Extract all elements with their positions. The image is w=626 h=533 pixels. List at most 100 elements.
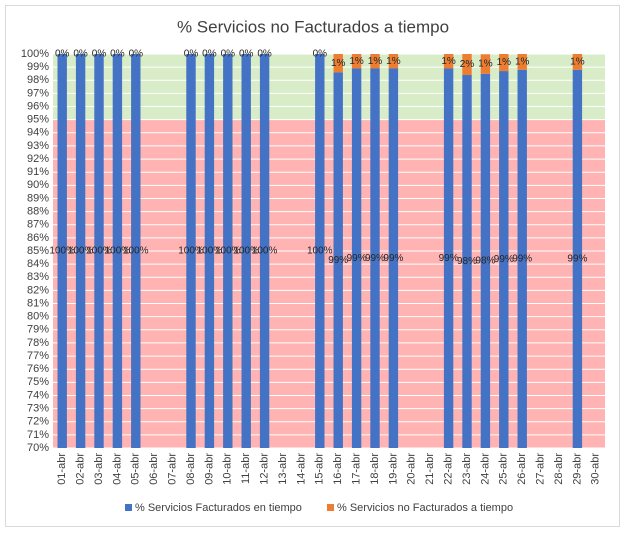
data-label: 100% (233, 246, 259, 257)
y-tick-label: 72% (27, 416, 49, 428)
data-label: 1% (497, 57, 512, 68)
x-tick-label: 26-abr (516, 453, 528, 485)
x-tick-label: 22-abr (443, 453, 455, 485)
data-label: 1% (386, 56, 401, 67)
bar-segment (462, 54, 472, 76)
data-label: 100% (178, 246, 204, 257)
x-tick-label: 13-abr (277, 453, 289, 485)
x-tick-label: 07-abr (167, 453, 179, 485)
data-label: 99% (383, 253, 403, 264)
data-label: 0% (239, 49, 254, 60)
x-tick-label: 23-abr (461, 453, 473, 485)
threshold-band (53, 119, 605, 449)
x-tick-label: 14-abr (295, 453, 307, 485)
y-tick-label: 94% (27, 127, 49, 139)
bar-segment (351, 54, 362, 69)
data-label: 99% (347, 253, 367, 264)
bar-segment (388, 68, 399, 449)
data-label: 99% (494, 254, 514, 265)
chart-title: % Servicios no Facturados a tiempo (177, 17, 449, 36)
y-tick-label: 83% (27, 271, 49, 283)
bar-segment (204, 54, 215, 448)
data-label: 99% (328, 255, 348, 266)
y-tick-label: 87% (27, 219, 49, 231)
y-tick-label: 74% (27, 389, 49, 401)
y-tick-label: 92% (27, 153, 49, 165)
y-tick-label: 73% (27, 403, 49, 415)
data-label: 99% (365, 253, 385, 264)
x-tick-label: 01-abr (56, 453, 68, 485)
data-label: 0% (257, 49, 272, 60)
y-tick-label: 78% (27, 337, 49, 349)
x-tick-label: 05-abr (130, 453, 142, 485)
y-tick-label: 75% (27, 376, 49, 388)
y-tick-label: 88% (27, 206, 49, 218)
bar-segment (241, 54, 251, 448)
data-label: 1% (515, 57, 530, 68)
bar-segment (259, 54, 270, 448)
data-label: 100% (252, 246, 278, 257)
x-tick-label: 06-abr (148, 453, 160, 485)
threshold-band (53, 54, 605, 120)
x-tick-label: 19-abr (387, 453, 399, 485)
bar-segment (572, 54, 583, 70)
x-tick-label: 20-abr (406, 453, 418, 485)
data-label: 100% (215, 246, 241, 257)
bar-segment (333, 72, 343, 449)
x-tick-label: 29-abr (571, 453, 583, 485)
bar-segment (480, 54, 491, 74)
bar-segment (351, 68, 362, 449)
data-label: 100% (197, 246, 223, 257)
y-tick-label: 91% (27, 166, 49, 178)
x-tick-label: 28-abr (553, 453, 565, 485)
bar-segment (517, 69, 527, 448)
data-label: 0% (92, 49, 107, 60)
data-label: 100% (68, 246, 94, 257)
data-label: 0% (73, 49, 88, 60)
y-tick-label: 84% (27, 258, 49, 270)
bar-segment (462, 75, 472, 448)
data-label: 98% (457, 256, 477, 267)
bar-segment (370, 54, 380, 69)
y-tick-label: 77% (27, 350, 49, 362)
x-tick-label: 21-abr (424, 453, 436, 485)
y-tick-label: 80% (27, 311, 49, 323)
bar-segment (57, 54, 67, 448)
legend-label: % Servicios no Facturados a tiempo (337, 502, 513, 514)
data-label: 0% (129, 49, 144, 60)
y-tick-label: 70% (27, 442, 49, 454)
data-label: 0% (110, 49, 125, 60)
data-label: 99% (512, 254, 532, 265)
bar-segment (572, 69, 583, 448)
data-label: 0% (313, 49, 328, 60)
y-tick-label: 82% (27, 284, 49, 296)
x-tick-label: 30-abr (590, 453, 602, 485)
bar-segment (517, 54, 527, 70)
bar-segment (131, 54, 141, 448)
y-tick-label: 96% (27, 100, 49, 112)
x-tick-label: 25-abr (498, 453, 510, 485)
y-tick-label: 86% (27, 232, 49, 244)
x-tick-label: 27-abr (535, 453, 547, 485)
y-tick-label: 99% (27, 61, 49, 73)
y-tick-label: 95% (27, 114, 49, 126)
data-label: 0% (184, 49, 199, 60)
data-label: 1% (368, 56, 383, 67)
data-label: 100% (86, 246, 112, 257)
data-label: 100% (123, 246, 149, 257)
data-label: 1% (349, 56, 364, 67)
data-label: 1% (570, 57, 585, 68)
data-label: 0% (221, 49, 236, 60)
legend-label: % Servicios Facturados en tiempo (135, 502, 302, 514)
data-label: 99% (439, 253, 459, 264)
x-tick-label: 24-abr (479, 453, 491, 485)
data-label: 1% (331, 58, 346, 69)
data-label: 98% (475, 256, 495, 267)
bar-segment (443, 54, 454, 69)
y-tick-label: 89% (27, 192, 49, 204)
y-tick-label: 90% (27, 179, 49, 191)
bar-segment (186, 54, 196, 448)
bar-segment (112, 54, 123, 448)
y-tick-label: 100% (21, 48, 49, 60)
